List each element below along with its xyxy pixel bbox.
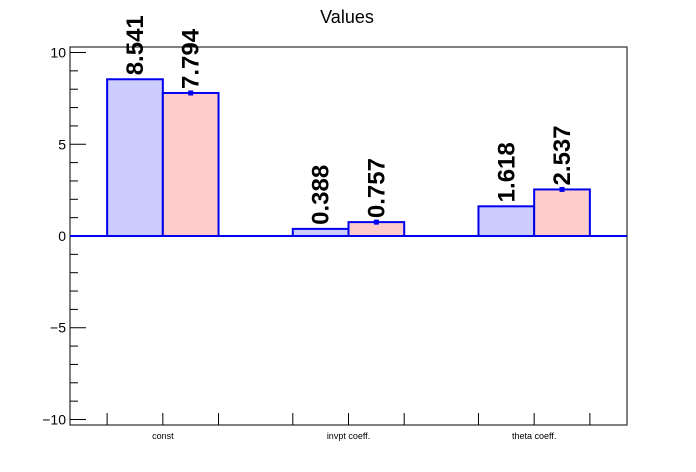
y-tick-label: 5 xyxy=(58,136,66,152)
data-label: 0.388 xyxy=(308,165,335,225)
bar xyxy=(291,227,350,237)
bar xyxy=(161,91,220,237)
error-bar-marker xyxy=(188,90,194,96)
y-tick-label: −5 xyxy=(50,320,66,336)
x-category-label: theta coeff. xyxy=(512,431,556,441)
data-label: 1.618 xyxy=(493,142,520,202)
y-tick-label: −10 xyxy=(42,411,66,427)
x-category-label: const xyxy=(152,431,174,441)
error-bar-marker xyxy=(559,186,565,192)
bar xyxy=(533,188,591,237)
x-axis: const invpt coeff. theta coeff. xyxy=(106,413,591,441)
y-tick-label: 0 xyxy=(58,228,66,244)
bars xyxy=(106,78,591,238)
data-label: 2.537 xyxy=(549,125,576,185)
bar xyxy=(106,78,164,237)
x-category-label: invpt coeff. xyxy=(327,431,370,441)
bar xyxy=(477,205,536,237)
chart-title: Values xyxy=(320,7,374,27)
error-bar-marker xyxy=(373,219,379,225)
data-label: 7.794 xyxy=(178,28,205,89)
y-axis: −10 −5 0 5 10 xyxy=(42,45,86,427)
error-bars xyxy=(188,90,565,225)
y-tick-label: 10 xyxy=(50,45,66,61)
data-labels: 8.541 0.388 1.618 7.794 0.757 2.537 xyxy=(122,15,576,225)
data-label: 8.541 xyxy=(122,15,149,75)
data-label: 0.757 xyxy=(363,158,390,218)
